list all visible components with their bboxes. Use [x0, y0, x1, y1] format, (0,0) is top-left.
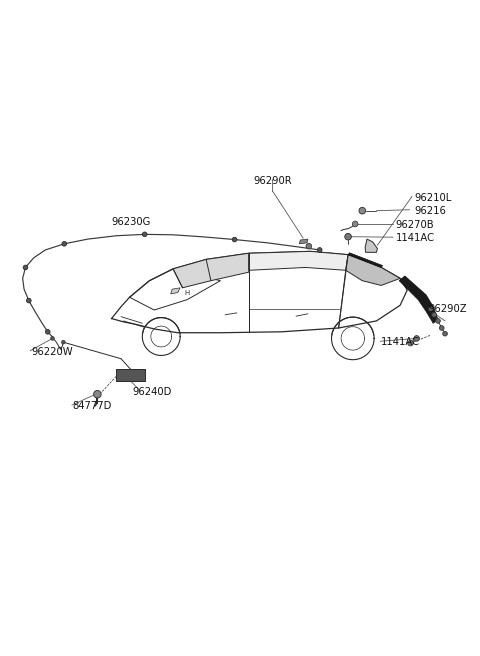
Circle shape [62, 241, 67, 246]
Circle shape [26, 298, 31, 303]
Polygon shape [365, 239, 377, 253]
Text: 96290R: 96290R [253, 176, 292, 186]
Circle shape [443, 331, 447, 336]
Circle shape [408, 340, 413, 346]
Circle shape [23, 265, 28, 270]
Text: 84777D: 84777D [73, 401, 112, 411]
Circle shape [414, 336, 420, 341]
Circle shape [359, 207, 366, 214]
Circle shape [142, 232, 147, 237]
Text: 96220W: 96220W [31, 346, 73, 357]
Circle shape [232, 237, 237, 242]
Circle shape [439, 325, 444, 331]
Text: 1141AC: 1141AC [396, 233, 434, 243]
Circle shape [352, 221, 358, 227]
Circle shape [45, 329, 50, 334]
Text: 96216: 96216 [414, 206, 446, 216]
Circle shape [61, 340, 65, 344]
Polygon shape [399, 276, 438, 323]
Polygon shape [249, 251, 348, 270]
Polygon shape [171, 288, 180, 294]
Text: 96210L: 96210L [414, 193, 452, 203]
Polygon shape [173, 253, 249, 288]
Polygon shape [346, 255, 400, 285]
Text: 96270B: 96270B [396, 220, 434, 230]
Polygon shape [348, 253, 383, 268]
Text: 1141AC: 1141AC [381, 337, 420, 347]
Circle shape [345, 234, 351, 240]
Circle shape [94, 390, 101, 398]
Text: 96240D: 96240D [133, 387, 172, 397]
Circle shape [317, 247, 322, 253]
Circle shape [429, 307, 433, 312]
Circle shape [432, 312, 436, 317]
Text: 96290Z: 96290Z [429, 304, 467, 314]
Circle shape [435, 319, 440, 323]
Circle shape [306, 243, 312, 249]
FancyBboxPatch shape [116, 369, 145, 381]
Text: H: H [185, 289, 190, 295]
Text: 96230G: 96230G [111, 216, 151, 226]
Polygon shape [300, 239, 308, 244]
Circle shape [50, 337, 54, 340]
